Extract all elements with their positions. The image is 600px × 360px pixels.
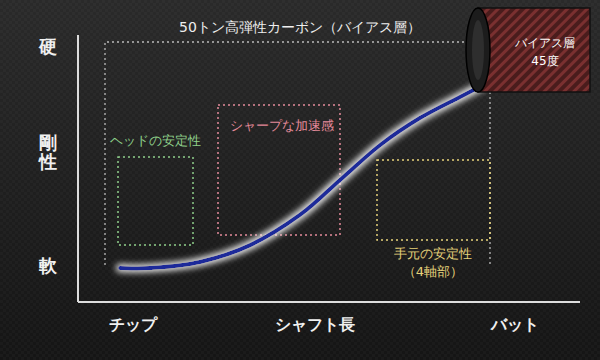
y-axis-label: 剛性	[38, 120, 59, 171]
annotation: 手元の安定性 （4軸部）	[377, 160, 490, 279]
annotation-box	[218, 105, 340, 235]
inset-label: バイアス層	[514, 36, 575, 50]
background	[0, 0, 600, 360]
annotation: ヘッドの安定性	[110, 133, 201, 245]
annotation-text: 手元の安定性	[394, 246, 472, 261]
y-tick-label: 硬	[38, 36, 57, 57]
x-axis-label: シャフト長	[275, 315, 355, 334]
chart-wrap: 50トン高弾性カーボン（バイアス層） ヘッドの安定性 シャープな加速感手元の安定性 （…	[0, 0, 600, 360]
x-tick-label: バット	[490, 315, 539, 334]
y-tick-label: 軟	[39, 255, 58, 276]
inset: バイアス層 45度	[466, 8, 590, 92]
y-axis	[77, 35, 79, 302]
plot-marks	[120, 85, 483, 269]
annotation-box	[118, 157, 193, 245]
annotation-text: ヘッドの安定性	[110, 133, 201, 148]
annotation: シャープな加速感	[218, 105, 340, 235]
background-texture	[0, 0, 600, 360]
inset-end	[466, 8, 490, 92]
x-axis	[78, 301, 580, 303]
inset-body	[478, 8, 590, 92]
inset-core	[472, 20, 484, 80]
annotation-text: シャープな加速感	[230, 118, 334, 133]
annotation-text: （4軸部）	[403, 264, 463, 279]
title-box	[105, 42, 490, 265]
chart: 50トン高弾性カーボン（バイアス層） ヘッドの安定性 シャープな加速感手元の安定性 （…	[0, 0, 600, 360]
title: 50トン高弾性カーボン（バイアス層）	[179, 19, 421, 35]
annotation-box	[377, 160, 490, 240]
x-tick-label: チップ	[109, 315, 158, 334]
inset-label: 45度	[531, 54, 558, 68]
title-box-line	[105, 42, 468, 265]
stiffness-line	[120, 85, 483, 269]
